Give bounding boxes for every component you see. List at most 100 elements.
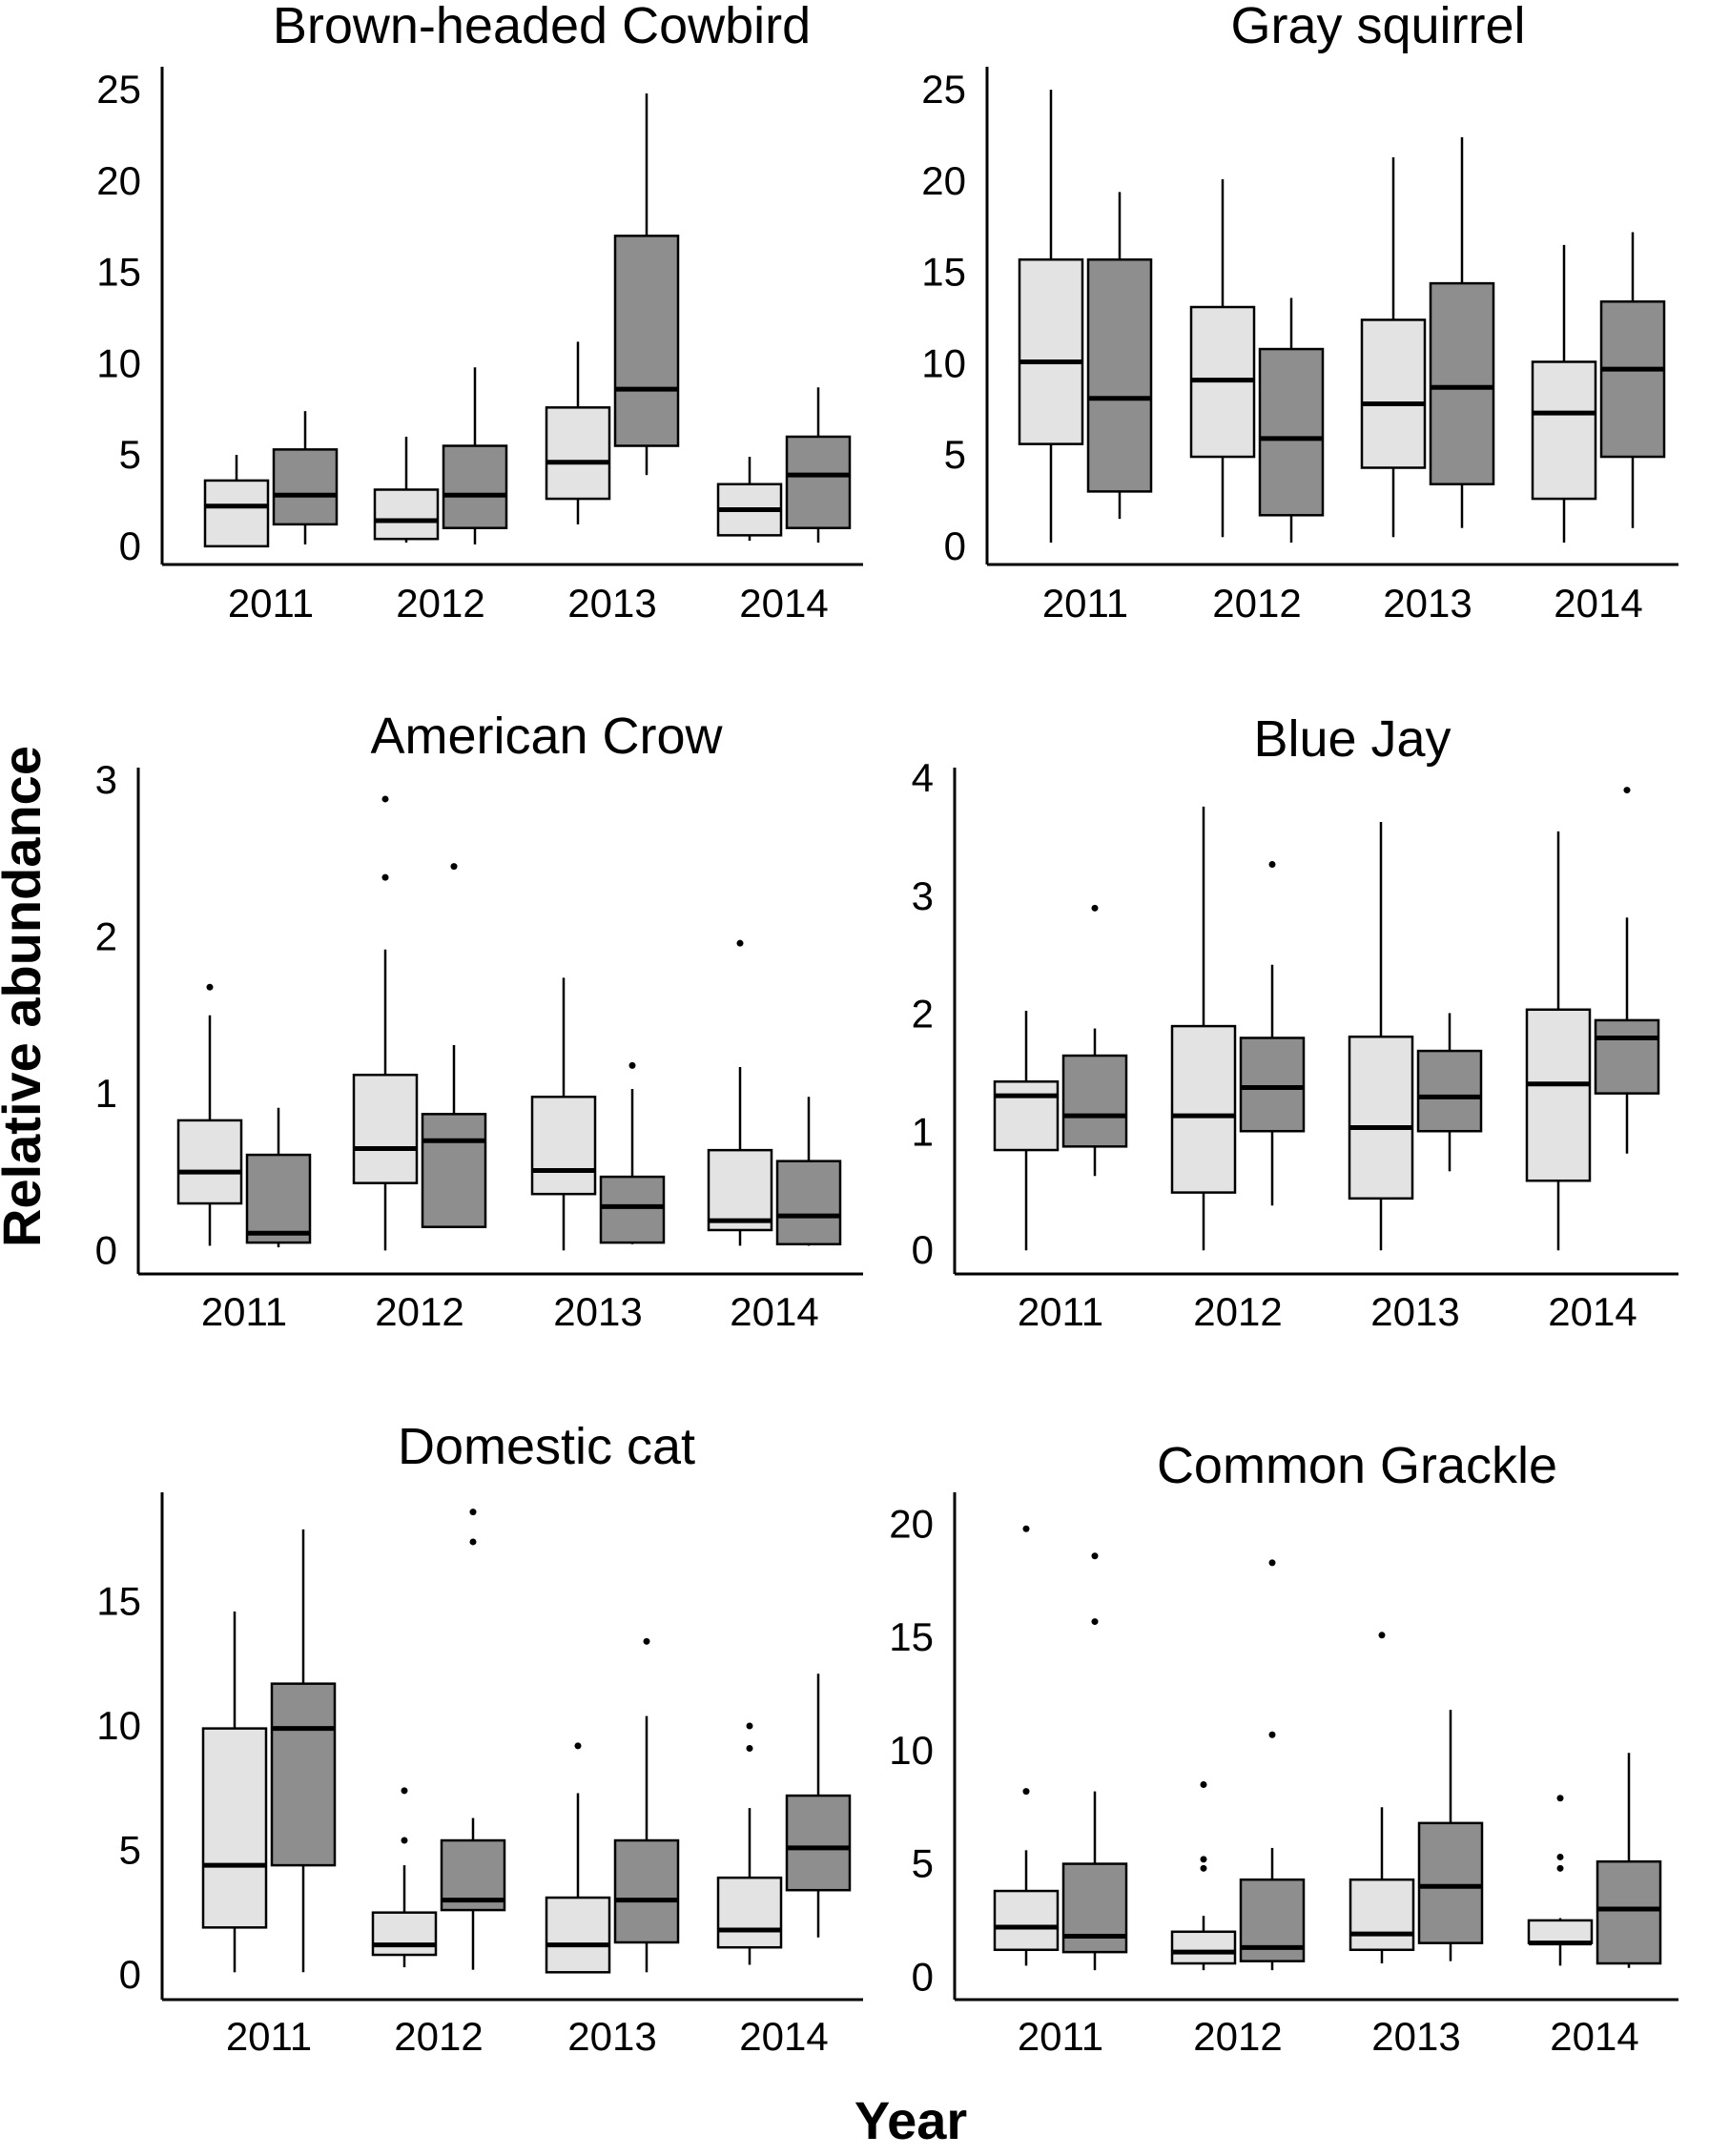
panel: Common Grackle 0 5 10 15 20 2011 2012 2013 2014 [889,1437,1678,2059]
y-tick-label: 5 [912,1841,934,1886]
box [1525,1008,1592,1182]
outlier-point [1623,787,1631,794]
x-axis-title: Year [854,2090,967,2150]
y-tick-label: 15 [921,250,966,295]
x-tick-label: 2012 [1193,2014,1282,2059]
x-tick-label: 2012 [394,2014,483,2059]
panel: Blue Jay 0 1 2 3 4 2011 2012 2013 2014 [912,710,1678,1334]
outlier-point [1091,904,1099,912]
box [352,1073,419,1184]
x-tick-label: 2014 [1554,581,1642,626]
box [1599,300,1666,459]
x-tick-label: 2013 [567,2014,656,2059]
box [716,1876,783,1949]
box [613,1838,680,1944]
x-tick-label: 2013 [1370,1289,1459,1334]
y-tick-label: 20 [921,158,966,203]
outlier-point [1022,1525,1030,1532]
box [1086,257,1153,493]
box [1360,318,1427,469]
x-tick-label: 2011 [201,1289,287,1334]
outlier-point [736,939,744,947]
y-tick-label: 15 [96,250,141,295]
outlier-point [401,1837,408,1844]
y-tick-label: 5 [119,1827,141,1872]
box [1416,1049,1483,1133]
box [785,1794,852,1892]
box [176,1119,243,1205]
panel-title: Domestic cat [398,1418,695,1475]
box [1258,347,1325,517]
box [1239,1037,1306,1133]
box [1349,1878,1415,1952]
y-tick-label: 15 [96,1579,141,1624]
box [613,235,680,447]
y-tick-label: 10 [96,1703,141,1748]
panel-title: Gray squirrel [1230,0,1525,54]
box [1594,1018,1660,1095]
outlier-point [1556,1864,1564,1872]
box [371,1911,438,1957]
x-tick-label: 2014 [739,2014,828,2059]
box [545,406,611,501]
x-tick-label: 2011 [1018,2014,1103,2059]
outlier-point [1268,861,1276,869]
outlier-point [1268,1731,1276,1738]
panel: Brown-headed Cowbird 0 5 10 15 20 25 2011 2012 20… [96,0,863,626]
panel-title: American Crow [370,708,723,765]
box [442,444,508,529]
outlier-point [1556,1853,1564,1860]
outlier-point [1200,1780,1207,1788]
outlier-point [381,873,389,881]
x-tick-label: 2013 [1383,581,1472,626]
outlier-point [469,1538,477,1546]
box [203,479,270,548]
outlier-point [381,795,389,803]
y-tick-label: 10 [889,1728,934,1773]
y-tick-label: 1 [95,1071,117,1116]
outlier-point [401,1787,408,1795]
box [1018,257,1084,445]
y-tick-label: 5 [119,432,141,477]
outlier-point [469,1509,477,1516]
x-tick-label: 2012 [1212,581,1301,626]
y-tick-label: 5 [944,432,966,477]
outlier-point [746,1722,753,1730]
y-tick-label: 2 [912,992,934,1037]
y-tick-label: 0 [944,524,966,568]
x-tick-label: 2011 [1018,1289,1103,1334]
box [1170,1930,1237,1965]
box [599,1175,666,1244]
outlier-point [628,1061,636,1069]
y-tick-label: 0 [119,1952,141,1997]
outlier-point [1268,1559,1276,1567]
y-tick-label: 10 [921,340,966,385]
box [785,435,852,529]
panel-title: Brown-headed Cowbird [273,0,811,54]
x-tick-label: 2011 [228,581,314,626]
panel: Gray squirrel 0 5 10 15 20 25 2011 2012 2013 2014 [921,0,1678,626]
x-tick-label: 2014 [1548,1289,1637,1334]
outlier-point [1556,1795,1564,1802]
y-tick-label: 10 [96,340,141,385]
box [270,1682,337,1867]
x-tick-label: 2013 [553,1289,642,1334]
y-tick-label: 20 [96,158,141,203]
y-tick-label: 25 [96,67,141,112]
y-tick-label: 1 [912,1109,934,1154]
y-tick-label: 20 [889,1501,934,1546]
x-tick-label: 2012 [375,1289,463,1334]
y-tick-label: 3 [912,873,934,918]
outlier-point [574,1742,582,1750]
box [1596,1859,1662,1965]
outlier-point [746,1745,753,1752]
box [1348,1035,1414,1201]
box [1061,1054,1128,1148]
outlier-point [1200,1856,1207,1863]
outlier-point [1378,1632,1386,1639]
x-tick-label: 2012 [1193,1289,1282,1334]
panel-title: Common Grackle [1157,1437,1557,1494]
panel: Domestic cat 0 5 10 15 2011 2012 2013 2014 [96,1418,863,2059]
box [272,448,339,526]
box [1061,1862,1128,1954]
